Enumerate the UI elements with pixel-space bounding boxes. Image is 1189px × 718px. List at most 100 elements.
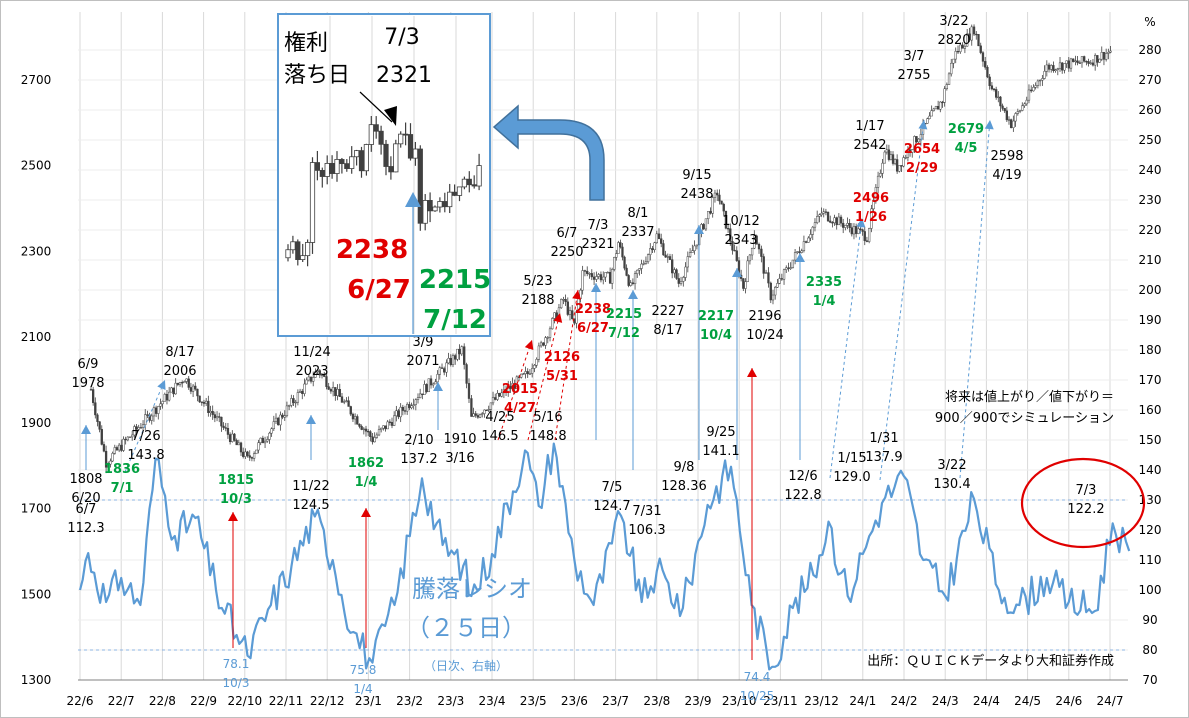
blue-dashed-arrow-head (856, 218, 866, 228)
ratio-label: 3/22 (937, 458, 966, 473)
simulation-note: 900／900でシミュレーション (935, 411, 1114, 426)
blue-dashed-arrow (879, 119, 925, 481)
green-price-label: 1/4 (813, 294, 836, 309)
candle-body (1047, 64, 1051, 70)
candle-body (595, 276, 598, 280)
candle-body (109, 460, 112, 465)
candle-body (542, 342, 545, 346)
inset-candle-body (344, 163, 350, 169)
x-axis-tick: 24/6 (1055, 694, 1082, 708)
candle-body (908, 149, 912, 153)
candle-body (120, 444, 123, 451)
right-axis-tick: 280 (1139, 43, 1162, 57)
candle-body (733, 249, 736, 252)
candle-body (152, 407, 156, 417)
candle-body (686, 256, 689, 268)
candle-body (434, 381, 437, 385)
candle-body (474, 413, 477, 416)
candle-body (592, 276, 596, 280)
candle-body (947, 73, 951, 85)
price-label: 2337 (621, 225, 654, 240)
x-axis-tick: 23/1 (355, 694, 382, 708)
inset-candle-body (402, 133, 409, 136)
candle-body (423, 384, 426, 395)
candle-body (818, 214, 821, 217)
candle-body (154, 407, 158, 414)
inset-candle-body (432, 206, 438, 212)
x-axis-tick: 23/4 (479, 694, 506, 708)
x-axis-tick: 23/3 (437, 694, 464, 708)
candle-body (144, 414, 147, 426)
candle-body (141, 424, 145, 428)
right-axis-tick: 80 (1142, 643, 1157, 657)
candle-body (1094, 55, 1097, 66)
candle-body (887, 149, 891, 160)
candle-body (375, 434, 379, 438)
ratio-low-label: 10/3 (223, 676, 250, 690)
candle-body (583, 270, 587, 272)
price-label: 5/23 (523, 274, 552, 289)
red-dashed-arrow (527, 312, 561, 441)
candle-body (597, 274, 600, 277)
candle-body (709, 211, 712, 214)
ratio-label: 141.1 (702, 444, 739, 459)
candle-body (425, 384, 428, 393)
candle-body (1109, 50, 1112, 53)
simulation-note: 将来は値上がり／値下がり＝ (945, 389, 1114, 405)
right-axis-tick: 270 (1139, 73, 1162, 87)
candle-body (467, 383, 471, 399)
candle-body (999, 96, 1002, 107)
candle-body (159, 403, 162, 407)
price-label: 6/9 (78, 357, 99, 372)
candle-body (181, 382, 184, 384)
candle-body (191, 385, 195, 392)
ratio-label: 129.0 (833, 470, 870, 485)
ratio-label: 106.3 (628, 523, 665, 538)
price-label: 8/17 (165, 345, 194, 360)
ratio-label: 9/8 (674, 460, 695, 475)
inset-green-date: 7/12 (423, 305, 487, 335)
candle-body (403, 410, 407, 412)
candle-body (360, 426, 363, 430)
candle-body (377, 429, 381, 436)
candle-body (846, 223, 849, 226)
candle-body (309, 376, 313, 382)
candle-body (854, 226, 858, 234)
x-axis-tick: 24/4 (973, 694, 1000, 708)
candle-body (642, 263, 645, 265)
candle-body (771, 294, 775, 301)
candle-body (638, 268, 641, 271)
candle-body (137, 427, 140, 430)
ratio-label: 6/7 (76, 502, 97, 517)
price-label: 2542 (853, 138, 886, 153)
candle-body (312, 377, 315, 382)
candle-body (590, 273, 593, 278)
candle-body (290, 398, 293, 406)
ratio-low-label: 75.8 (350, 663, 377, 677)
candle-body (746, 260, 749, 282)
candle-body (1007, 119, 1011, 121)
candle-body (804, 241, 808, 243)
price-label: 1808 (69, 472, 102, 487)
candle-body (644, 261, 648, 264)
candle-body (511, 383, 514, 389)
candle-body (410, 405, 413, 409)
candle-body (146, 414, 149, 416)
candle-body (220, 416, 223, 427)
x-axis-tick: 23/10 (722, 694, 757, 708)
x-axis-tick: 24/5 (1014, 694, 1041, 708)
candle-body (176, 382, 179, 385)
candle-body (885, 149, 888, 153)
right-axis-tick: 100 (1139, 583, 1162, 597)
ratio-label: 5/16 (533, 410, 562, 425)
ratio-series-subtitle: （２５日） (406, 614, 526, 642)
candle-body (722, 203, 725, 212)
price-label: 7/3 (588, 218, 609, 233)
source-note: 出所：ＱＵＩＣＫデータより大和証券作成 (867, 653, 1114, 669)
highlight-circle (1020, 457, 1146, 549)
candle-body (198, 395, 201, 403)
candle-body (524, 371, 527, 374)
right-axis-tick: 240 (1139, 163, 1162, 177)
ratio-label: 7/31 (632, 504, 661, 519)
right-axis-tick: 70 (1142, 673, 1157, 687)
